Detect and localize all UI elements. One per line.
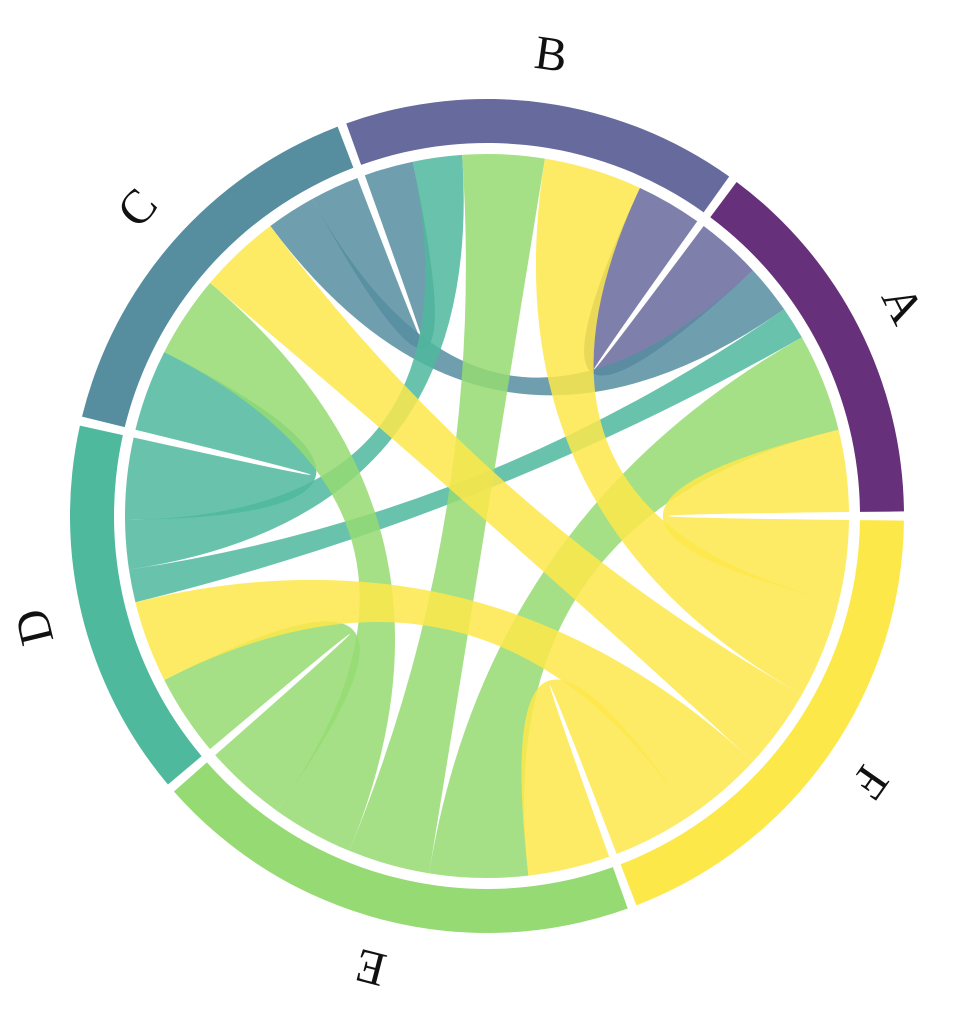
arc-A (710, 181, 904, 512)
label-C: C (107, 178, 168, 237)
ribbon-B-E (349, 154, 545, 874)
arc-E (173, 762, 628, 933)
ribbon-E-F (521, 679, 691, 876)
arc-D (70, 425, 202, 785)
label-D: D (5, 604, 65, 650)
arc-F (620, 520, 904, 906)
node-arcs (70, 98, 904, 933)
ribbon-A-B (584, 187, 753, 376)
ribbon-A-E (429, 337, 839, 879)
ribbon-B-F (535, 158, 839, 695)
label-A: A (871, 277, 934, 332)
ribbon-C-D (124, 352, 317, 520)
ribbon-B-D (125, 154, 464, 570)
label-B: B (531, 26, 570, 83)
ribbons (124, 154, 849, 879)
arc-B (346, 98, 730, 213)
ribbon-D-F (135, 579, 753, 816)
ribbon-C-F (210, 226, 802, 762)
arc-C (82, 126, 354, 428)
label-E: E (350, 938, 392, 997)
label-F: F (840, 756, 899, 808)
ribbon-A-D (129, 309, 802, 603)
ribbon-A-C (270, 199, 785, 396)
ribbon-B-C (312, 161, 435, 349)
ribbon-D-E (164, 621, 360, 811)
